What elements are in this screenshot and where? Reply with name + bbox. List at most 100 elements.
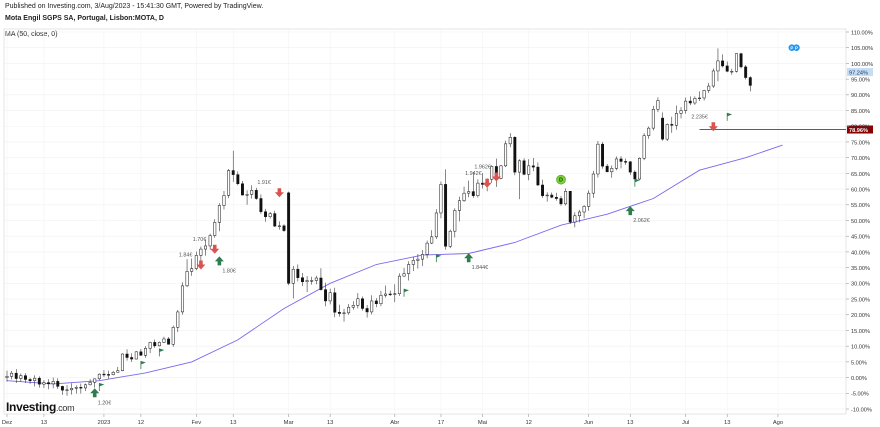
candle-up [734, 53, 738, 72]
candle-down [744, 66, 748, 78]
candle-up [614, 158, 618, 169]
flag-icon [634, 178, 640, 183]
x-tick-label: 13 [41, 420, 47, 426]
candle-up [665, 124, 669, 140]
candle-up [162, 338, 166, 343]
candle-down [688, 100, 692, 104]
y-tick-label: 50.00% [851, 219, 870, 225]
event-icon [793, 44, 800, 52]
candle-down [259, 198, 263, 212]
candle-down [748, 77, 752, 86]
candle-down [721, 60, 725, 67]
candle-up [144, 348, 147, 356]
y-tick-label: 105.00% [851, 46, 873, 52]
sell-arrow-icon [708, 122, 718, 132]
candle-up [439, 184, 443, 214]
y-tick-label: 35.00% [851, 266, 870, 272]
candle-up [610, 168, 614, 173]
candle-up [448, 230, 452, 247]
candle-down [324, 289, 328, 302]
level-badge [847, 125, 873, 134]
candle-up [370, 300, 374, 313]
candle-up [462, 192, 466, 201]
candle-up [573, 215, 577, 223]
candle-down [60, 386, 64, 391]
candle-up [51, 381, 55, 385]
candle-up [638, 158, 641, 180]
candle-down [24, 375, 27, 380]
published-line: Published on Investing.com, 3/Aug/2023 -… [5, 3, 264, 10]
candle-up [716, 60, 720, 72]
candle-down [337, 311, 341, 314]
candle-up [268, 213, 272, 217]
sell-arrow-icon [482, 178, 492, 188]
buy-arrow-icon [625, 206, 635, 216]
indicator-label: MA (50, close, 0) [5, 31, 58, 38]
y-tick-label: 0.00% [851, 376, 867, 382]
candle-up [674, 113, 678, 126]
brand-domain: .com [55, 403, 75, 413]
candle-up [70, 388, 74, 391]
candle-up [157, 342, 161, 347]
candle-up [527, 165, 531, 175]
candle-up [342, 312, 346, 314]
annotations-layer: 1.20€ 1.84€ 1.70€ 1.80€ 1.91€ 1.844€ 1.942€1.9… [90, 44, 800, 406]
candle-down [254, 190, 258, 199]
candle-up [199, 248, 203, 256]
candle-up [578, 211, 581, 217]
candle-up [684, 100, 688, 111]
candle-up [185, 271, 189, 287]
candle-down [236, 174, 240, 184]
candle-up [490, 166, 494, 180]
candle-down [536, 166, 540, 186]
flag-icon [404, 288, 410, 293]
y-tick-label: 45.00% [851, 235, 870, 241]
sell-arrow-icon [196, 260, 206, 270]
candle-down [56, 381, 60, 387]
grid-lines [3, 28, 847, 415]
candle-up [194, 255, 198, 269]
candle-up [84, 384, 87, 389]
x-tick-label: Jul [682, 420, 689, 426]
buy-arrow-icon [90, 388, 100, 398]
candle-up [453, 210, 457, 232]
last-price-label: 97.24% [849, 70, 868, 76]
x-tick-label: Dez [2, 420, 12, 426]
y-tick-label: 70.00% [851, 156, 870, 162]
x-tick-label: Mar [284, 420, 294, 426]
candle-up [217, 205, 221, 223]
candle-up [88, 382, 92, 386]
y-tick-label: 55.00% [851, 203, 870, 209]
candle-up [698, 97, 701, 100]
candle-down [374, 300, 378, 305]
sell-price-label: 1.84€ [179, 252, 193, 258]
candle-up [227, 170, 231, 196]
candle-up [421, 254, 424, 260]
candle-down [241, 183, 244, 196]
candle-up [397, 275, 401, 294]
candle-up [245, 194, 249, 196]
candle-up [379, 295, 383, 305]
flag-icon [99, 383, 105, 387]
candle-up [305, 280, 309, 283]
y-tick-label: 15.00% [851, 329, 870, 335]
candle-up [693, 98, 697, 104]
y-tick-label: 100.00% [851, 62, 873, 68]
candle-up [499, 165, 503, 179]
y-tick-label: 40.00% [851, 250, 870, 256]
candle-up [33, 377, 37, 381]
candle-up [208, 235, 212, 247]
sell-arrow-icon [274, 188, 284, 198]
candle-up [328, 292, 332, 302]
sell-arrow-icon [210, 244, 220, 254]
buy-price-label: 2.062€ [633, 218, 650, 224]
candle-up [277, 225, 281, 227]
candle-up [402, 273, 406, 277]
x-axis: Dez 13 2023 12 Fev 13 Mar 13 Abr 17 Mai 12 Jun 13 Jul 1… [2, 414, 783, 426]
candle-up [148, 342, 152, 349]
candle-up [582, 206, 586, 213]
candle-up [476, 182, 480, 196]
y-tick-label: 95.00% [851, 78, 870, 84]
y-tick-label: 75.00% [851, 140, 870, 146]
x-tick-label: 12 [138, 420, 144, 426]
